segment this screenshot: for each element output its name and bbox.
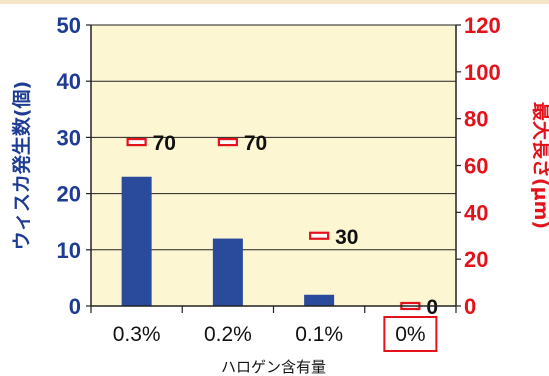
category-label: 0% (395, 323, 425, 346)
y-axis-left-label: ウィスカ発生数(個) (10, 81, 33, 250)
y-left-tick-label: 40 (57, 69, 81, 94)
data-label: 0 (426, 296, 438, 319)
category-label: 0.2% (204, 323, 252, 346)
marker (126, 137, 147, 147)
marker (309, 231, 330, 240)
data-label: 70 (244, 132, 267, 155)
data-label: 70 (153, 132, 176, 155)
y-right-tick-label: 0 (464, 294, 476, 319)
right-axis-ticks: 0 20 40 60 80 100 120 (456, 13, 501, 319)
y-left-tick-label: 10 (57, 238, 81, 263)
bar (212, 238, 243, 306)
y-left-tick-label: 0 (69, 294, 81, 319)
bar (304, 294, 335, 306)
y-axis-right-label: 最大長さ(μm) (530, 102, 549, 229)
marker (217, 137, 238, 147)
y-left-tick-label: 50 (57, 13, 81, 38)
y-right-tick-label: 80 (464, 107, 488, 132)
bar-series (121, 176, 335, 306)
plot-area (91, 25, 456, 306)
category-label: 0.3% (113, 323, 161, 346)
data-label: 30 (335, 226, 358, 249)
y-left-tick-label: 30 (57, 125, 81, 150)
y-right-tick-label: 40 (464, 200, 488, 225)
y-right-tick-label: 100 (464, 60, 501, 85)
gridlines (91, 24, 456, 251)
marker-series: 70 70 30 0 (126, 132, 438, 319)
x-axis-label: ハロゲン含有量 (221, 358, 326, 376)
category-labels: 0.3% 0.2% 0.1% 0% (113, 323, 426, 346)
category-label: 0.1% (295, 323, 343, 346)
left-axis-ticks: 0 10 20 30 40 50 (57, 13, 91, 319)
y-left-tick-label: 20 (57, 182, 81, 207)
y-right-tick-label: 20 (464, 247, 488, 272)
y-right-tick-label: 60 (464, 154, 488, 179)
top-accent-line (0, 0, 549, 4)
y-right-tick-label: 120 (464, 13, 501, 38)
highlight-box (383, 316, 438, 352)
bar (121, 176, 152, 306)
